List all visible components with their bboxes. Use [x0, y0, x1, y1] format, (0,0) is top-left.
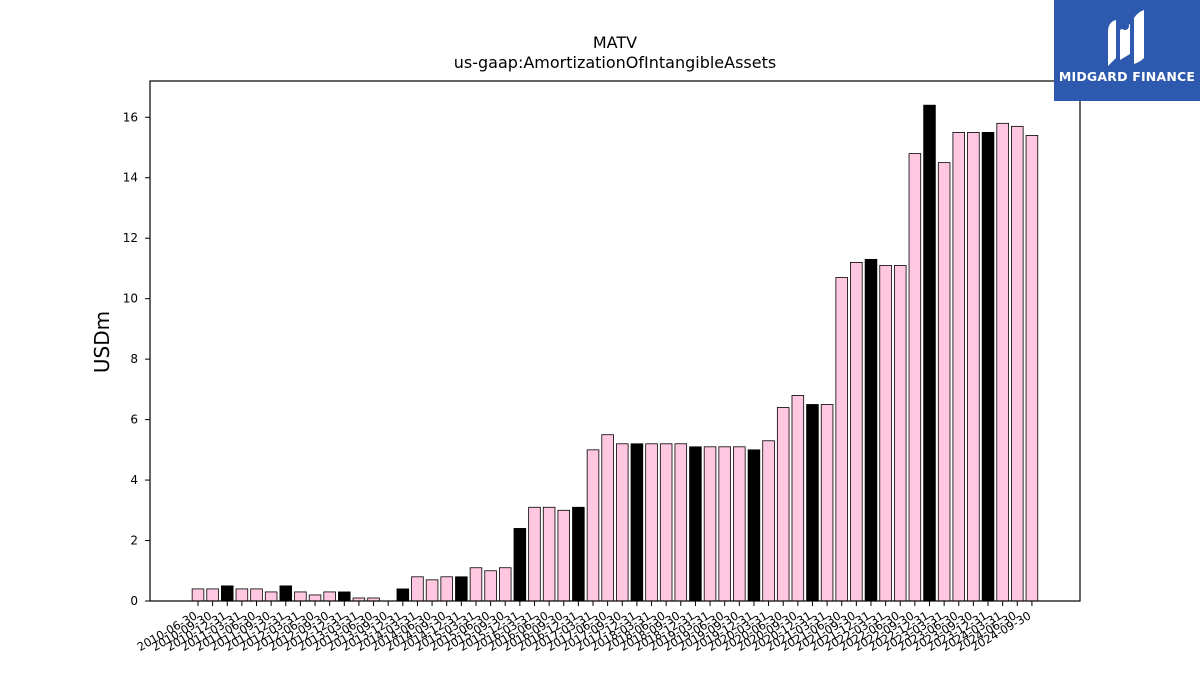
bar-2013-12-31: [396, 588, 410, 602]
bar-2015-03-31: [469, 567, 483, 602]
bar-2023-12-31: [981, 131, 995, 602]
bar-2015-09-30: [498, 567, 512, 602]
bar-2011-06-30: [250, 588, 263, 602]
chart-title: MATV: [593, 33, 637, 52]
bar-2017-12-31: [630, 443, 644, 602]
bar-2014-06-30: [425, 579, 439, 602]
y-axis: 0 2 4 6 8 10 12 14 16: [123, 110, 150, 608]
bar-2016-06-30: [542, 506, 556, 602]
y-tick-label: 0: [130, 594, 138, 608]
bar-2015-12-31: [513, 528, 527, 602]
bar-2018-06-30: [659, 443, 673, 602]
midgard-logo-icon: [1108, 10, 1144, 66]
bar-2022-03-31: [879, 265, 892, 602]
bar-2024-03-31: [996, 122, 1009, 602]
y-tick-label: 2: [130, 534, 138, 548]
bar-2012-06-30: [308, 594, 322, 602]
bar-2020-03-31: [762, 440, 775, 602]
bars: [191, 104, 1039, 602]
bar-2023-09-30: [967, 131, 980, 602]
bar-2023-06-30: [952, 131, 966, 602]
midgard-finance-logo: MIDGARD FINANCE: [1054, 0, 1200, 101]
bar-2024-06-30: [1011, 125, 1024, 602]
bar-2021-03-31: [820, 404, 834, 602]
bar-2011-03-31: [235, 588, 249, 602]
bar-2017-03-31: [586, 449, 600, 602]
bar-2012-12-31: [338, 591, 351, 602]
bar-2019-03-31: [703, 446, 717, 602]
bar-2011-12-31: [279, 585, 293, 602]
x-axis: 2010-06-302010-09-302010-12-312011-03-31…: [135, 601, 1033, 654]
bar-2021-12-31: [864, 258, 878, 602]
bar-2018-12-31: [689, 446, 702, 602]
logo-text: MIDGARD FINANCE: [1058, 69, 1196, 84]
bar-2021-09-30: [850, 261, 863, 602]
bar-2016-12-31: [572, 506, 585, 602]
bar-2022-12-31: [923, 104, 936, 602]
bar-2014-09-30: [440, 576, 453, 602]
bar-2018-09-30: [674, 443, 688, 602]
bar-2022-06-30: [893, 265, 907, 602]
bar-2021-06-30: [835, 277, 848, 602]
y-tick-label: 16: [123, 110, 138, 124]
y-tick-label: 12: [123, 231, 138, 245]
bar-2017-06-30: [601, 434, 614, 602]
bar-2012-09-30: [323, 591, 336, 602]
y-axis-label: USDm: [90, 311, 114, 373]
bar-2011-09-30: [264, 591, 278, 602]
plot-frame: [149, 80, 1081, 602]
y-tick-label: 10: [123, 292, 138, 306]
bar-2010-09-30: [206, 588, 219, 602]
chart-subtitle: us-gaap:AmortizationOfIntangibleAssets: [454, 53, 776, 72]
bar-2014-03-31: [411, 576, 424, 602]
bar-2020-06-30: [776, 407, 790, 602]
bar-2010-06-30: [191, 588, 205, 602]
y-tick-label: 8: [130, 352, 138, 366]
bar-2016-03-31: [528, 506, 541, 602]
bar-2022-09-30: [908, 153, 922, 602]
bar-2019-09-30: [733, 446, 746, 602]
bar-2017-09-30: [616, 443, 629, 602]
bar-2020-12-31: [806, 404, 819, 602]
bar-2016-09-30: [557, 509, 571, 602]
y-tick-label: 14: [123, 171, 138, 185]
bar-2012-03-31: [294, 591, 307, 602]
bar-2015-06-30: [484, 570, 497, 602]
y-tick-label: 6: [130, 413, 138, 427]
bar-2020-09-30: [791, 395, 805, 602]
bar-2024-09-30: [1025, 135, 1039, 602]
bar-2019-12-31: [747, 449, 761, 602]
bar-2014-12-31: [455, 576, 468, 602]
bar-2010-12-31: [221, 585, 234, 602]
bar-2023-03-31: [937, 162, 951, 602]
bar-2018-03-31: [645, 443, 658, 602]
y-tick-label: 4: [130, 473, 138, 487]
bar-2019-06-30: [718, 446, 731, 602]
